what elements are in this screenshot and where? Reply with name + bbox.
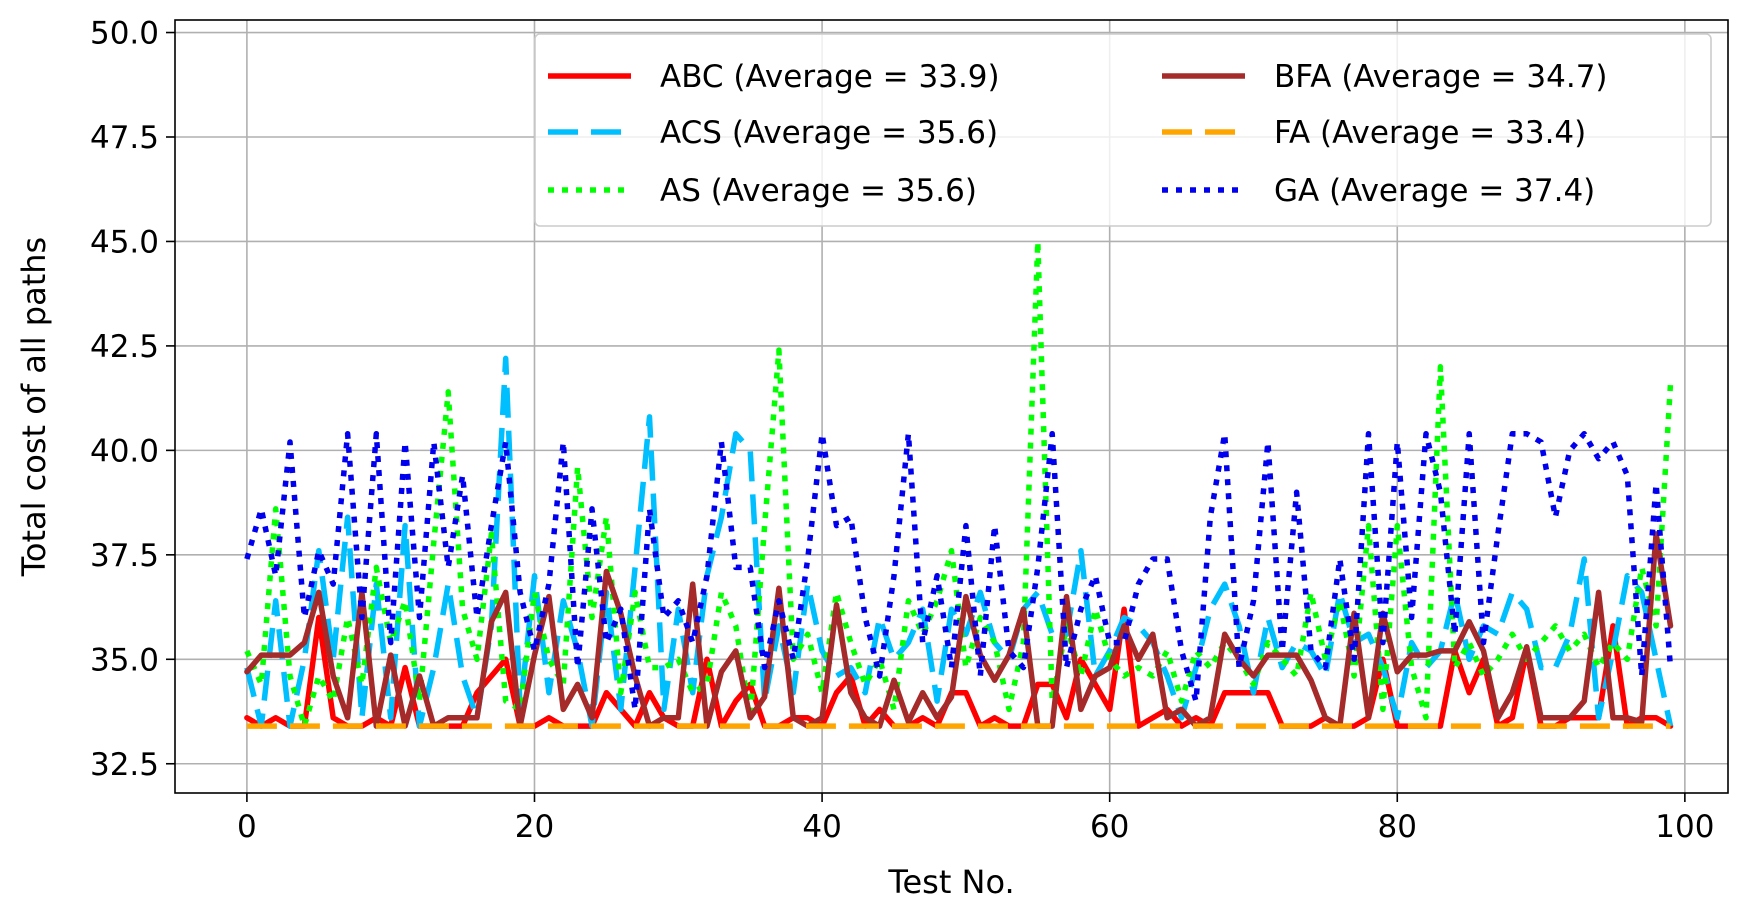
y-tick-label: 50.0 xyxy=(90,16,159,52)
y-tick-label: 35.0 xyxy=(90,642,159,678)
x-tick-label: 40 xyxy=(802,809,841,845)
legend: ABC (Average = 33.9) ACS (Average = 35.6)… xyxy=(534,33,1712,227)
y-tick-label: 37.5 xyxy=(90,538,159,574)
axis-ticks: 0 20 40 60 80 100 32.5 35.0 37.5 40.0 42.5 45.0 47.5… xyxy=(90,16,1714,845)
y-axis-label: Total cost of all paths xyxy=(15,237,53,577)
plot-area-frame xyxy=(174,19,1729,794)
y-tick-label: 47.5 xyxy=(90,120,159,156)
y-tick-label: 32.5 xyxy=(90,747,159,783)
legend-label: ACS (Average = 35.6) xyxy=(660,115,998,151)
legend-box xyxy=(534,33,1712,227)
legend-label: ABC (Average = 33.9) xyxy=(660,59,1000,95)
series-line-bfa xyxy=(244,531,1674,729)
x-tick-label: 80 xyxy=(1378,809,1417,845)
x-tick-label: 0 xyxy=(237,809,257,845)
y-tick-label: 45.0 xyxy=(90,224,159,260)
legend-label: AS (Average = 35.6) xyxy=(660,173,977,209)
series-lines xyxy=(244,238,1674,729)
x-tick-label: 100 xyxy=(1655,809,1714,845)
x-axis-label: Test No. xyxy=(887,863,1014,901)
legend-label: FA (Average = 33.4) xyxy=(1274,115,1586,151)
legend-label: GA (Average = 37.4) xyxy=(1274,173,1595,209)
series-line-ga xyxy=(244,430,1674,713)
legend-label: BFA (Average = 34.7) xyxy=(1274,59,1608,95)
x-tick-label: 60 xyxy=(1090,809,1129,845)
x-tick-label: 20 xyxy=(515,809,554,845)
y-tick-label: 40.0 xyxy=(90,433,159,469)
y-tick-label: 42.5 xyxy=(90,329,159,365)
